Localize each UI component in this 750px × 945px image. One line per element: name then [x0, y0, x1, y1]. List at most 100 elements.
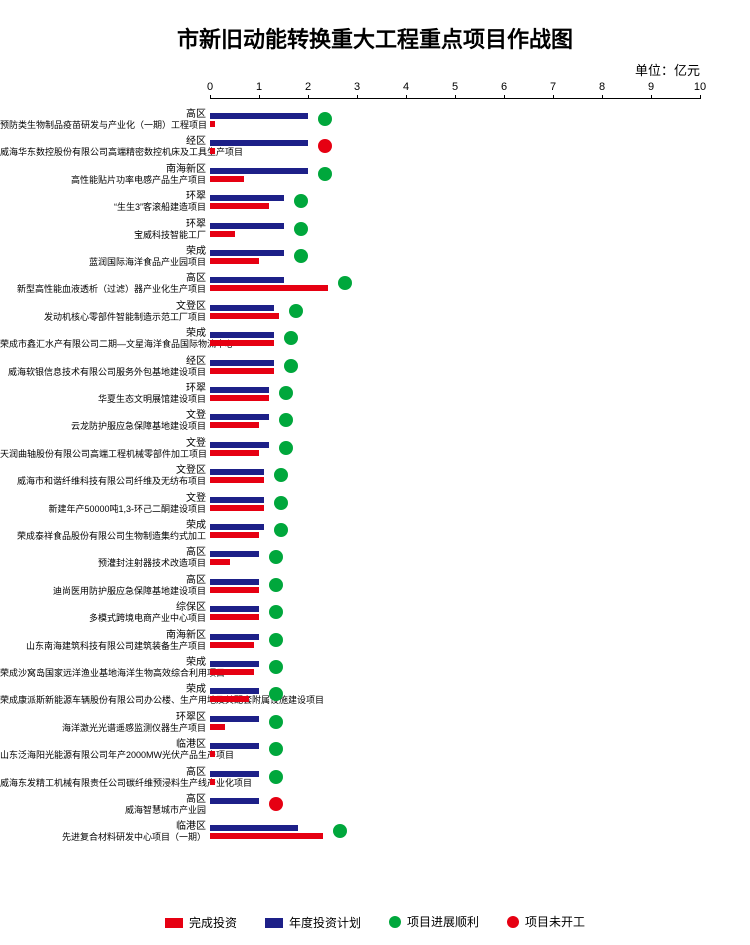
bar-completed [210, 258, 259, 264]
project-group: 荣成荣成市鑫汇水产有限公司二期—文星海洋食品国际物流中心 [210, 324, 700, 351]
x-tick-mark [357, 95, 358, 99]
bar-plan [210, 277, 284, 283]
bar-plan [210, 579, 259, 585]
bar-completed [210, 614, 259, 620]
legend-item: 项目未开工 [507, 913, 585, 930]
status-ok-dot [294, 222, 308, 236]
chart-container: 012345678910高区预防类生物制品疫苗研发与产业化（一期）工程项目经区威… [0, 74, 750, 884]
project-group: 荣成荣成泰祥食品股份有限公司生物制造集约式加工 [210, 516, 700, 543]
project-group: 环翠区海洋激光光谱遥感监测仪器生产项目 [210, 708, 700, 735]
bar-completed [210, 313, 279, 319]
project-label: 高性能贴片功率电感产品生产项目 [71, 173, 206, 186]
project-group: 高区预防类生物制品疫苗研发与产业化（一期）工程项目 [210, 105, 700, 132]
bar-completed [210, 285, 328, 291]
project-label: 发动机核心零部件智能制造示范工厂项目 [44, 310, 206, 323]
project-group: 高区迪尚医用防护服应急保障基地建设项目 [210, 571, 700, 598]
bar-completed [210, 203, 269, 209]
x-tick-mark [455, 95, 456, 99]
project-group: 环翠华夏生态文明展馆建设项目 [210, 379, 700, 406]
x-tick-label: 10 [694, 81, 706, 93]
status-ok-dot [269, 578, 283, 592]
bar-completed [210, 477, 264, 483]
bar-completed [210, 751, 215, 757]
bar-plan [210, 524, 264, 530]
project-label: 威海华东数控股份有限公司高端精密数控机床及工具生产项目 [0, 145, 206, 158]
bar-completed [210, 368, 274, 374]
status-ok-dot [294, 249, 308, 263]
project-group: 环翠“生生3”客滚船建造项目 [210, 187, 700, 214]
project-label: 蓝润国际海洋食品产业园项目 [89, 255, 206, 268]
x-tick-mark [406, 95, 407, 99]
bar-plan [210, 195, 284, 201]
status-ok-dot [269, 715, 283, 729]
project-group: 高区威海智慧城市产业园 [210, 790, 700, 817]
bar-plan [210, 606, 259, 612]
status-ok-dot [269, 633, 283, 647]
project-group: 荣成荣成康派斯新能源车辆股份有限公司办公楼、生产用地及其配套附属设施建设项目 [210, 680, 700, 707]
legend-item: 项目进展顺利 [389, 913, 479, 930]
legend: 完成投资年度投资计划项目进展顺利项目未开工 [0, 913, 750, 931]
bar-plan [210, 825, 298, 831]
x-tick-label: 8 [599, 81, 605, 93]
project-label: 预灌封注射器技术改造项目 [98, 556, 206, 569]
bar-completed [210, 833, 323, 839]
bar-completed [210, 340, 274, 346]
project-group: 经区威海软银信息技术有限公司服务外包基地建设项目 [210, 352, 700, 379]
bar-plan [210, 497, 264, 503]
bar-plan [210, 168, 308, 174]
x-tick-mark [700, 95, 701, 99]
bar-plan [210, 250, 284, 256]
project-label: 威海软银信息技术有限公司服务外包基地建设项目 [8, 365, 206, 378]
x-tick-label: 4 [403, 81, 409, 93]
legend-label: 项目未开工 [525, 913, 585, 930]
project-label: 荣成康派斯新能源车辆股份有限公司办公楼、生产用地及其配套附属设施建设项目 [0, 693, 206, 706]
project-group: 临港区山东泛海阳光能源有限公司年产2000MW光伏产品生产项目 [210, 735, 700, 762]
project-group: 荣成荣成沙窝岛国家远洋渔业基地海洋生物高效综合利用项目 [210, 653, 700, 680]
x-tick-label: 1 [256, 81, 262, 93]
status-ok-dot [274, 468, 288, 482]
bar-completed [210, 724, 225, 730]
bar-plan [210, 743, 259, 749]
project-group: 高区威海东发精工机械有限责任公司碳纤维预浸料生产线产业化项目 [210, 763, 700, 790]
legend-label: 年度投资计划 [289, 914, 361, 931]
bar-completed [210, 642, 254, 648]
project-label: 荣成市鑫汇水产有限公司二期—文星海洋食品国际物流中心 [0, 337, 206, 350]
project-group: 环翠宝威科技智能工厂 [210, 215, 700, 242]
project-label: 威海市和谐纤维科技有限公司纤维及无纺布项目 [17, 474, 206, 487]
bar-completed [210, 532, 259, 538]
project-group: 文登新建年产50000吨1,3-环己二酮建设项目 [210, 489, 700, 516]
bar-completed [210, 779, 215, 785]
project-label: “生生3”客滚船建造项目 [114, 200, 206, 213]
bar-completed [210, 422, 259, 428]
project-label: 新型高性能血液透析（过滤）器产业化生产项目 [17, 282, 206, 295]
status-ok-dot [269, 550, 283, 564]
bar-plan [210, 798, 259, 804]
project-group: 文登天润曲轴股份有限公司高端工程机械零部件加工项目 [210, 434, 700, 461]
x-tick-mark [553, 95, 554, 99]
x-tick-label: 6 [501, 81, 507, 93]
bar-completed [210, 121, 215, 127]
bar-plan [210, 113, 308, 119]
bar-plan [210, 771, 259, 777]
bar-plan [210, 332, 274, 338]
bar-completed [210, 505, 264, 511]
project-label: 荣成沙窝岛国家远洋渔业基地海洋生物高效综合利用项目 [0, 666, 206, 679]
project-group: 南海新区山东南海建筑科技有限公司建筑装备生产项目 [210, 626, 700, 653]
bar-completed [210, 696, 249, 702]
project-label: 海洋激光光谱遥感监测仪器生产项目 [62, 721, 206, 734]
status-ok-dot [274, 496, 288, 510]
bar-plan [210, 442, 269, 448]
legend-item: 年度投资计划 [265, 914, 361, 931]
status-ok-dot [284, 331, 298, 345]
bar-plan [210, 551, 259, 557]
status-ok-dot [333, 824, 347, 838]
status-ok-dot [318, 167, 332, 181]
plot-area: 012345678910高区预防类生物制品疫苗研发与产业化（一期）工程项目经区威… [210, 98, 700, 868]
x-tick-mark [651, 95, 652, 99]
status-ok-dot [269, 770, 283, 784]
status-ok-dot [279, 386, 293, 400]
legend-label: 项目进展顺利 [407, 913, 479, 930]
x-tick-mark [504, 95, 505, 99]
project-group: 临港区先进复合材料研发中心项目（一期） [210, 817, 700, 844]
legend-square [165, 918, 183, 928]
